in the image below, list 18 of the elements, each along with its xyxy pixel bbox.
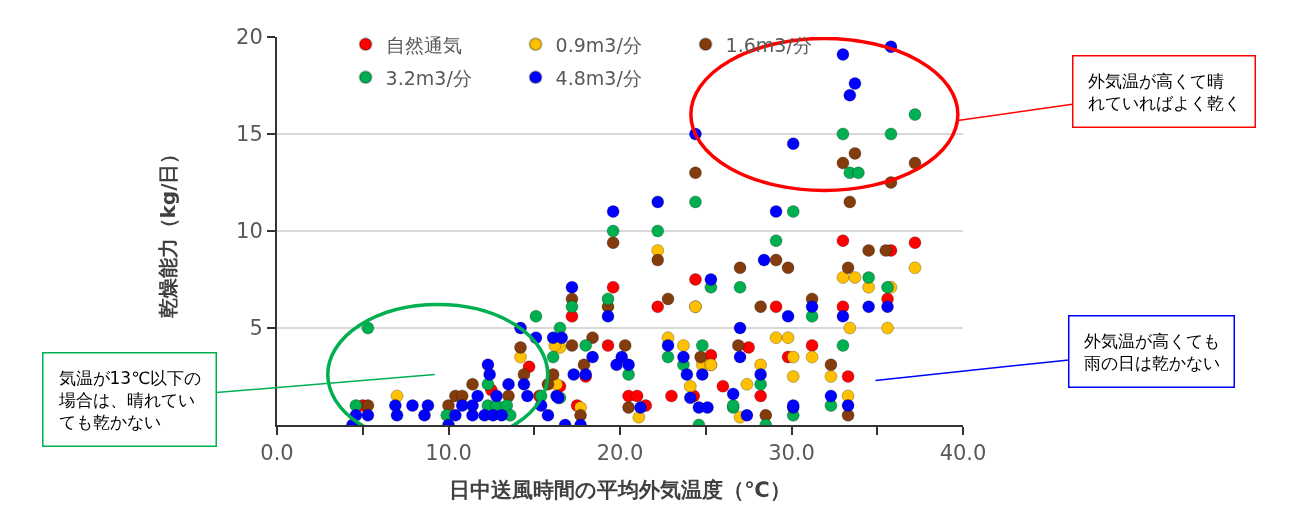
x-tick-label: 30.0	[768, 441, 815, 466]
y-tick-label: 20	[236, 25, 263, 50]
x-axis-title: 日中送風時間の平均外気温度（℃）	[449, 477, 791, 502]
x-tick-label: 10.0	[425, 441, 472, 466]
y-tick-label: 10	[236, 219, 263, 244]
x-tick-label: 20.0	[596, 441, 644, 466]
x-tick-label: 40.0	[939, 441, 987, 466]
legend-label: 自然通気	[385, 33, 462, 56]
y-tick-label: 5	[249, 316, 263, 341]
y-axis-title: 乾燥能力（kg/日）	[156, 143, 181, 319]
legend-label: 3.2m3/分	[385, 66, 472, 89]
text: 気温が13℃以下の場合は、晴れていても乾かない	[57, 367, 202, 432]
y-tick-label: 15	[236, 122, 263, 147]
legend-label: 4.8m3/分	[555, 66, 642, 89]
text: 外気温が高くて晴れていればよく乾く	[1087, 70, 1241, 113]
text: 外気温が高くても雨の日は乾かない	[1083, 330, 1220, 373]
legend-label: 0.9m3/分	[555, 33, 642, 56]
x-tick-label: 0.0	[260, 441, 294, 466]
